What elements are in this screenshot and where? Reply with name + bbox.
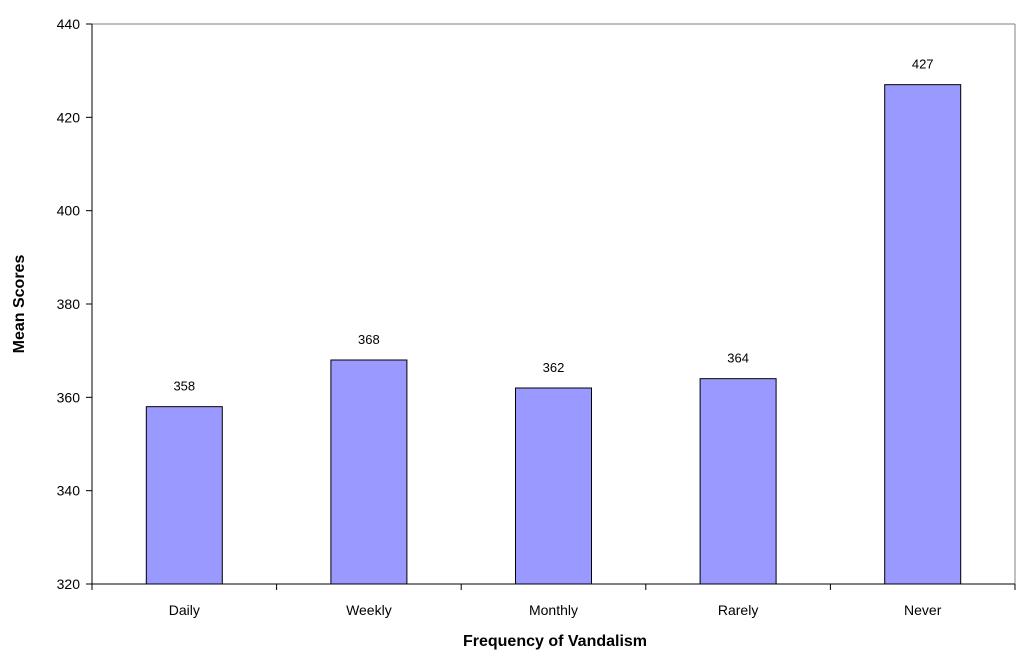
data-labels: 358 368 362 364 427 xyxy=(173,57,933,394)
x-tick-label-weekly: Weekly xyxy=(346,602,392,618)
y-tick-label-380: 380 xyxy=(57,296,81,312)
data-label-monthly: 362 xyxy=(543,360,565,375)
data-label-weekly: 368 xyxy=(358,332,380,347)
y-axis: 320 340 360 380 400 420 440 xyxy=(57,16,93,592)
y-tick-label-340: 340 xyxy=(57,483,81,499)
bar-daily xyxy=(145,406,223,585)
bars xyxy=(145,84,962,585)
x-tick-label-rarely: Rarely xyxy=(718,602,758,618)
y-tick-label-320: 320 xyxy=(57,576,81,592)
y-tick-label-360: 360 xyxy=(57,389,81,405)
plot-frame xyxy=(92,23,1016,584)
x-tick-label-never: Never xyxy=(904,602,942,618)
y-axis-title: Mean Scores xyxy=(11,255,28,354)
x-tick-label-monthly: Monthly xyxy=(529,602,578,618)
bar-weekly xyxy=(330,359,408,585)
y-tick-label-400: 400 xyxy=(57,203,81,219)
y-tick-label-440: 440 xyxy=(57,16,81,32)
y-tick-label-420: 420 xyxy=(57,109,81,125)
data-label-rarely: 364 xyxy=(727,351,749,366)
x-axis-title: Frequency of Vandalism xyxy=(463,633,647,650)
x-tick-label-daily: Daily xyxy=(169,602,200,618)
x-axis: Daily Weekly Monthly Rarely Never xyxy=(91,583,1016,618)
data-label-daily: 358 xyxy=(173,379,195,394)
data-label-never: 427 xyxy=(912,57,934,72)
bar-never xyxy=(884,84,962,585)
bar-rarely xyxy=(699,378,777,585)
bar-monthly xyxy=(515,387,592,585)
